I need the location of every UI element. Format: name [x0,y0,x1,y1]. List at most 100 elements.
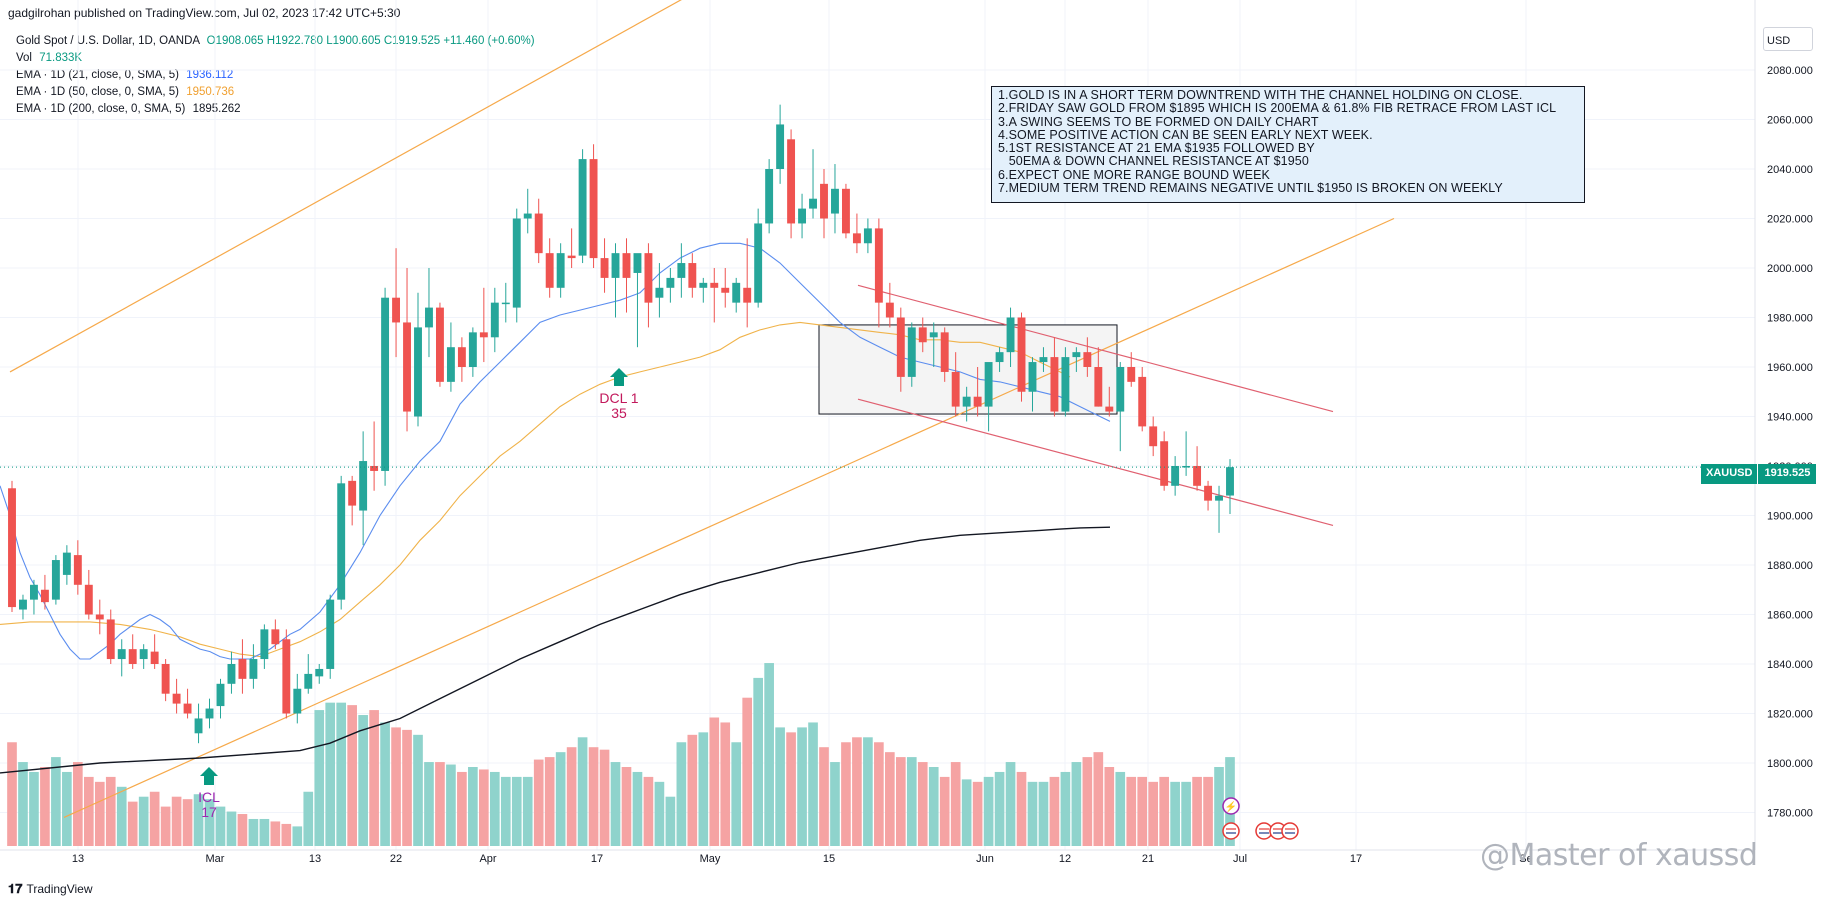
ema21-label: EMA · 1D (21, close, 0, SMA, 5) [16,69,179,81]
volume-bar [215,806,226,846]
price-axis-tick: 1820.000 [1767,709,1813,721]
close-label: C [383,35,393,47]
low-label: L [326,35,333,47]
candle-body [359,461,368,511]
candle-body [885,302,894,318]
candle-body [951,371,960,407]
candle-body [304,673,313,689]
volume-bar [753,677,763,846]
symbol-name[interactable]: Gold Spot / U.S. Dollar, 1D, OANDA [16,35,200,47]
volume-bar [1115,771,1126,846]
analysis-notes-box[interactable]: 1.GOLD IS IN A SHORT TERM DOWNTREND WITH… [991,86,1585,203]
candle-body [1160,441,1169,486]
volume-bar [500,776,511,846]
ema21-value: 1936.112 [186,69,234,81]
currency-selector[interactable]: USD [1763,27,1813,51]
volume-bar [402,729,412,846]
volume-bar [994,771,1005,846]
candle-body [172,693,181,704]
candle-body [1204,485,1213,501]
volume-bar [259,818,270,846]
volume-bar [127,801,138,846]
volume-bar [237,814,248,846]
price-axis-tick: 1840.000 [1767,659,1813,671]
time-axis-tick: 13 [309,853,321,865]
candle-body [896,317,905,377]
price-axis-tick: 2060.000 [1767,115,1813,127]
ema21-row[interactable]: EMA · 1D (21, close, 0, SMA, 5) 1936.112 [16,67,535,84]
candle-body [403,322,411,412]
lightning-glyph: ⚡ [1225,800,1237,813]
volume-bar [347,705,357,846]
volume-bar [424,762,434,846]
volume-bar [51,757,61,846]
volume-bar [182,799,193,846]
volume-bar [116,786,127,846]
volume-bar [885,752,895,846]
close-value: 1919.525 [392,35,441,47]
volume-bar [1049,776,1060,846]
ema200-line [0,526,1111,774]
candle-body [106,619,115,660]
candle-body [995,352,1004,363]
candle-body [139,649,148,660]
volume-bar [895,757,906,846]
volume-bar [1093,752,1104,846]
volume-bar [950,762,961,846]
candle-body [534,213,543,254]
volume-bar [852,737,862,846]
volume-bar [73,762,83,846]
candle-body [578,159,587,256]
trend-line-mid [63,217,1395,818]
tradingview-label: TradingView [26,882,93,896]
volume-bar [380,722,390,846]
volume-bar [1170,781,1180,846]
time-axis-tick: Jul [1233,853,1247,865]
candle-body [457,347,466,367]
volume-bar [314,710,325,846]
candle-body [40,589,49,603]
candle-body [370,466,379,471]
volume-bar [1181,781,1191,846]
ema200-row[interactable]: EMA · 1D (200, close, 0, SMA, 5) 1895.26… [16,101,535,118]
volume-bar [588,747,599,846]
candle-body [260,629,269,660]
tradingview-logo[interactable]: 𝟏𝟕 TradingView [8,881,93,897]
volume-bar [18,762,28,846]
candle-body [863,228,872,244]
volume-bar [171,796,182,846]
volume-bar [1137,776,1148,846]
volume-bar [489,771,500,846]
candle-body [984,362,993,407]
candle-body [677,263,686,278]
cycle-marker-label: ICL [198,789,220,805]
cycle-marker-count: 17 [201,804,217,820]
candle-body [1116,367,1125,412]
volume-bar [808,722,818,846]
volume-row[interactable]: Vol 71.833K [16,50,535,67]
note-line: 1.GOLD IS IN A SHORT TERM DOWNTREND WITH… [998,88,1523,102]
candle-body [183,703,192,714]
note-line: 50EMA & DOWN CHANNEL RESISTANCE AT $1950 [998,154,1309,169]
volume-bar [1214,767,1224,846]
volume-bar [325,702,336,846]
volume-value: 71.833K [39,52,83,64]
volume-bar [1203,776,1213,846]
candle-body [128,649,137,664]
publisher-line: gadgilrohan published on TradingView.com… [8,6,401,20]
candle-body [227,664,236,684]
volume-bar [270,821,281,846]
candle-body [62,552,71,575]
volume-bar [742,697,753,846]
volume-bar [336,702,347,846]
ema50-row[interactable]: EMA · 1D (50, close, 0, SMA, 5) 1950.736 [16,84,535,101]
volume-bar [775,727,785,846]
candle-body [962,396,971,407]
candle-body [655,287,664,298]
candle-body [787,139,796,224]
candle-body [271,629,280,645]
candle-body [1072,352,1081,358]
candle-body [293,688,302,714]
candle-body [699,282,708,288]
